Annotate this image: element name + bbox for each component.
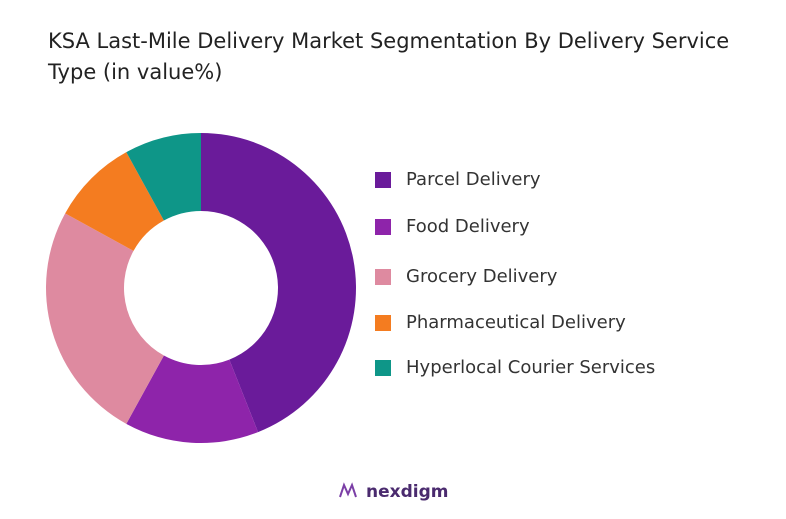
legend-swatch (375, 219, 391, 235)
donut-slice (65, 152, 164, 251)
donut-slice (46, 213, 164, 424)
legend-label: Pharmaceutical Delivery (406, 312, 626, 333)
logo-text: nexdigm (366, 482, 448, 502)
legend-label: Hyperlocal Courier Services (406, 357, 655, 378)
legend-label: Food Delivery (406, 216, 530, 237)
legend-swatch (375, 269, 391, 285)
donut-slice (126, 355, 259, 443)
donut-slice (126, 133, 201, 221)
legend-label: Parcel Delivery (406, 169, 541, 190)
logo-icon (339, 482, 357, 498)
legend-label: Grocery Delivery (406, 266, 558, 287)
legend-swatch (375, 172, 391, 188)
chart-title: KSA Last-Mile Delivery Market Segmentati… (48, 29, 730, 84)
donut-slice (201, 133, 357, 433)
legend-swatch (375, 315, 391, 331)
legend-swatch (375, 360, 391, 376)
